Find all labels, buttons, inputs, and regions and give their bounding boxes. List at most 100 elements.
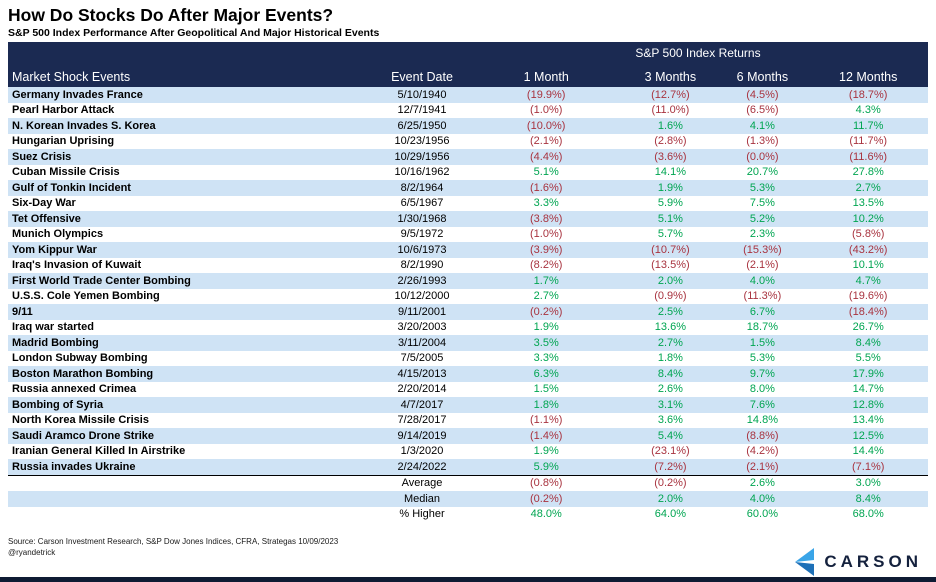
- event-date-cell: 3/11/2004: [397, 336, 447, 349]
- event-name-cell: Russia invades Ukraine: [12, 460, 136, 473]
- return-value-cell: (10.0%): [526, 119, 566, 132]
- return-value-cell: 1.5%: [749, 336, 775, 349]
- return-value-cell: 2.7%: [855, 181, 881, 194]
- return-value-cell: 3.6%: [657, 414, 683, 427]
- return-value-cell: 3.3%: [533, 197, 559, 210]
- return-value-cell: 1.8%: [533, 398, 559, 411]
- table-row: Germany Invades France 5/10/1940 (19.9%) (1…: [8, 87, 928, 103]
- summary-row: % Higher 48.0% 64.0% 60.0% 68.0%: [8, 507, 928, 523]
- table-row: Saudi Aramco Drone Strike 9/14/2019 (1.4%)…: [8, 428, 928, 444]
- summary-row: Median (0.2%) 2.0% 4.0% 8.4%: [8, 491, 928, 507]
- return-value-cell: (11.6%): [849, 150, 888, 163]
- return-value-cell: (1.0%): [529, 228, 563, 241]
- return-value-cell: (10.7%): [651, 243, 690, 256]
- table-row: Iraq's Invasion of Kuwait 8/2/1990 (8.2%) (…: [8, 258, 928, 274]
- return-value-cell: (1.1%): [529, 414, 563, 427]
- return-value-cell: 5.7%: [657, 228, 683, 241]
- return-value-cell: 2.6%: [657, 383, 683, 396]
- event-name-cell: Pearl Harbor Attack: [12, 104, 115, 117]
- table-row: Yom Kippur War 10/6/1973 (3.9%) (10.7%) (15.…: [8, 242, 928, 258]
- return-value-cell: 4.0%: [749, 274, 775, 287]
- return-value-cell: (5.8%): [851, 228, 885, 241]
- return-value-cell: 4.3%: [855, 104, 881, 117]
- return-value-cell: 13.5%: [852, 197, 884, 210]
- event-name-cell: Madrid Bombing: [12, 336, 99, 349]
- event-name-cell: Bombing of Syria: [12, 398, 104, 411]
- return-value-cell: 64.0%: [654, 508, 686, 521]
- return-value-cell: 48.0%: [530, 508, 562, 521]
- event-date-cell: 4/15/2013: [397, 367, 447, 380]
- return-value-cell: (12.7%): [651, 88, 690, 101]
- event-date-cell: 1/3/2020: [400, 445, 444, 458]
- summary-spacer-cell: [8, 474, 376, 491]
- return-value-cell: 8.4%: [855, 336, 881, 349]
- table-row: First World Trade Center Bombing 2/26/199…: [8, 273, 928, 289]
- return-value-cell: 20.7%: [746, 166, 778, 179]
- event-name-cell: Saudi Aramco Drone Strike: [12, 429, 155, 442]
- event-name-cell: N. Korean Invades S. Korea: [12, 119, 156, 132]
- return-value-cell: (1.0%): [529, 104, 563, 117]
- summary-label-cell: % Higher: [399, 508, 445, 521]
- return-value-cell: (2.1%): [746, 460, 779, 473]
- page-subtitle: S&P 500 Index Performance After Geopolit…: [8, 27, 380, 39]
- event-name-cell: London Subway Bombing: [12, 352, 148, 365]
- return-value-cell: (3.6%): [654, 150, 687, 163]
- return-value-cell: 2.3%: [749, 228, 775, 241]
- table-row: Russia annexed Crimea 2/20/2014 1.5% 2.6% 8.…: [8, 382, 928, 398]
- return-value-cell: 6.3%: [533, 367, 559, 380]
- return-value-cell: 8.4%: [855, 492, 881, 505]
- return-value-cell: (11.3%): [743, 290, 782, 303]
- column-header-3-months: 3 Months: [624, 63, 717, 87]
- return-value-cell: 26.7%: [852, 321, 884, 334]
- carson-logo-text: CARSON: [824, 552, 922, 571]
- event-date-cell: 3/20/2003: [397, 321, 447, 334]
- return-value-cell: 1.9%: [657, 181, 683, 194]
- author-handle: @ryandetrick: [8, 548, 56, 557]
- return-value-cell: (19.9%): [526, 88, 566, 101]
- event-date-cell: 2/24/2022: [397, 460, 447, 473]
- return-value-cell: 5.3%: [749, 181, 775, 194]
- carson-chevron-icon: [795, 548, 815, 576]
- return-value-cell: (2.8%): [654, 135, 687, 148]
- column-header-6-months: 6 Months: [716, 63, 809, 87]
- return-value-cell: (3.8%): [529, 212, 563, 225]
- table-row: Madrid Bombing 3/11/2004 3.5% 2.7% 1.5% 8.4%: [8, 335, 928, 351]
- event-name-cell: Six-Day War: [12, 197, 76, 210]
- event-name-cell: Boston Marathon Bombing: [12, 367, 154, 380]
- return-value-cell: (11.7%): [849, 135, 888, 148]
- return-value-cell: 10.1%: [852, 259, 884, 272]
- bottom-accent-bar: [0, 577, 936, 582]
- return-value-cell: (7.2%): [654, 460, 687, 473]
- event-name-cell: First World Trade Center Bombing: [12, 274, 191, 287]
- return-value-cell: 2.7%: [533, 290, 559, 303]
- column-header-row: Market Shock Events Event Date 1 Month 3…: [8, 63, 928, 87]
- column-header-1-month: 1 Month: [468, 63, 625, 87]
- event-date-cell: 6/5/1967: [400, 197, 444, 210]
- return-value-cell: 4.0%: [749, 492, 775, 505]
- return-value-cell: 4.7%: [855, 274, 881, 287]
- return-value-cell: 4.1%: [749, 119, 775, 132]
- return-value-cell: (0.2%): [529, 305, 563, 318]
- event-name-cell: Munich Olympics: [12, 228, 104, 241]
- event-name-cell: Iranian General Killed In Airstrike: [12, 445, 186, 458]
- table-row: U.S.S. Cole Yemen Bombing 10/12/2000 2.7% (…: [8, 289, 928, 305]
- return-value-cell: (43.2%): [848, 243, 888, 256]
- page-title: How Do Stocks Do After Major Events?: [8, 5, 334, 25]
- return-value-cell: (0.9%): [654, 290, 687, 303]
- source-text: Source: Carson Investment Research, S&P …: [8, 537, 339, 546]
- return-value-cell: 2.0%: [657, 274, 683, 287]
- return-value-cell: (1.6%): [529, 181, 563, 194]
- summary-spacer-cell: [8, 507, 376, 523]
- group-header-row: S&P 500 Index Returns: [8, 42, 928, 63]
- return-value-cell: 5.2%: [749, 212, 775, 225]
- return-value-cell: (2.1%): [746, 259, 779, 272]
- event-date-cell: 6/25/1950: [397, 119, 447, 132]
- footer: Source: Carson Investment Research, S&P …: [8, 536, 338, 558]
- summary-label-cell: Median: [403, 492, 441, 505]
- return-value-cell: 5.1%: [533, 166, 559, 179]
- return-value-cell: 2.5%: [657, 305, 683, 318]
- event-name-cell: Suez Crisis: [12, 150, 72, 163]
- table-row: North Korea Missile Crisis 7/28/2017 (1.1%…: [8, 413, 928, 429]
- return-value-cell: 8.0%: [749, 383, 775, 396]
- event-name-cell: Gulf of Tonkin Incident: [12, 181, 131, 194]
